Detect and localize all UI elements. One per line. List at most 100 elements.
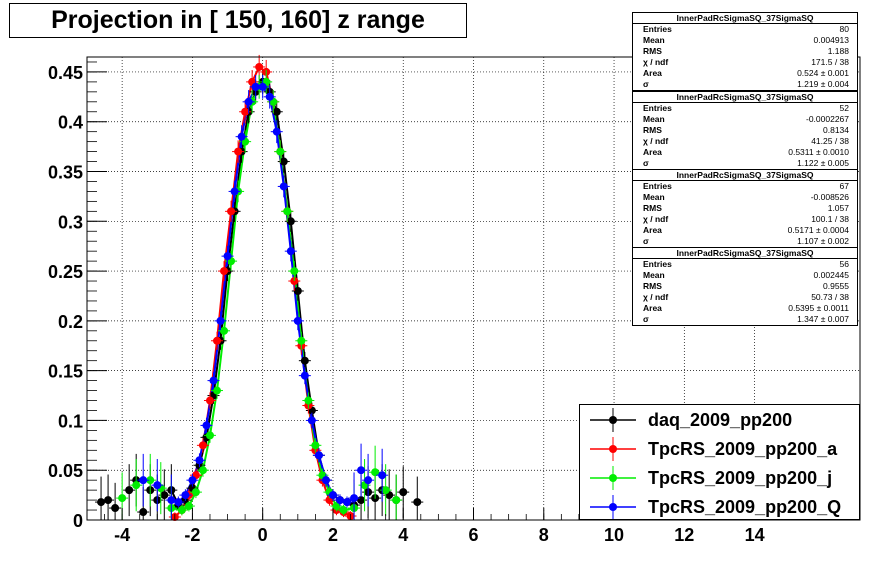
data-point (350, 494, 359, 503)
legend-label: TpcRS_2009_pp200_j (648, 468, 833, 488)
stats-key: σ (643, 158, 649, 168)
data-point (297, 336, 306, 345)
x-tick-label: -4 (114, 525, 130, 545)
stats-value: 1.122 ± 0.005 (797, 158, 849, 168)
data-point (104, 496, 113, 505)
stats-row: Entries 67 (633, 181, 857, 192)
stats-key: RMS (643, 125, 662, 135)
data-point (293, 316, 302, 325)
stats-value: 67 (839, 181, 849, 191)
data-point (184, 502, 193, 511)
data-point (265, 92, 274, 101)
stats-panel: InnerPadRcSigmaSQ_37SigmaSQ Entries 56 Mean… (632, 247, 858, 326)
data-point (223, 252, 232, 261)
stats-key: Entries (643, 259, 672, 269)
data-point (205, 431, 214, 440)
x-tick-label: 0 (258, 525, 268, 545)
x-tick-label: 8 (539, 525, 549, 545)
stats-row: Area 0.5395 ± 0.0011 (633, 303, 857, 314)
data-point (160, 491, 169, 500)
stats-row: Mean 0.002445 (633, 270, 857, 281)
data-point (181, 491, 190, 500)
legend-item: TpcRS_2009_pp200_a (580, 435, 859, 464)
stats-value: 0.002445 (813, 270, 849, 280)
data-point (378, 471, 387, 480)
y-tick-label: 0.45 (48, 63, 83, 83)
stats-panel-title: InnerPadRcSigmaSQ_37SigmaSQ (633, 170, 857, 181)
stats-key: χ / ndf (643, 57, 669, 67)
stats-value: 80 (839, 24, 849, 34)
stats-row: χ / ndf 100.1 / 38 (633, 214, 857, 225)
stats-row: Entries 56 (633, 259, 857, 270)
legend-item: TpcRS_2009_pp200_Q (580, 493, 859, 522)
stats-value: 1.057 (827, 203, 849, 213)
data-point (174, 498, 183, 507)
data-point (357, 466, 366, 475)
data-point (220, 267, 229, 276)
data-point (205, 396, 214, 405)
stats-row: σ 1.347 ± 0.007 (633, 314, 857, 325)
data-point (272, 107, 281, 116)
stats-panel-title: InnerPadRcSigmaSQ_37SigmaSQ (633, 13, 857, 24)
stats-value: 0.524 ± 0.001 (797, 68, 849, 78)
data-point (357, 496, 366, 505)
x-tick-label: 14 (745, 525, 765, 545)
chart-title-box: Projection in [ 150, 160] z range (9, 3, 467, 38)
data-point (300, 356, 309, 365)
x-tick-label: 12 (674, 525, 694, 545)
stats-value: 41.25 / 38 (811, 136, 849, 146)
data-point (290, 267, 299, 276)
data-point (118, 494, 127, 503)
stats-key: Entries (643, 24, 672, 34)
data-point (258, 82, 267, 91)
stats-row: χ / ndf 171.5 / 38 (633, 57, 857, 68)
data-point (191, 488, 200, 497)
data-point (167, 496, 176, 505)
data-point (213, 336, 222, 345)
data-point (335, 496, 344, 505)
stats-value: 1.107 ± 0.002 (797, 236, 849, 246)
x-axis: -4 -2 0 2 4 6 8 10 12 14 (86, 508, 861, 545)
data-point (220, 326, 229, 335)
data-point (230, 187, 239, 196)
stats-value: 1.219 ± 0.004 (797, 79, 849, 89)
data-point (234, 147, 243, 156)
stats-row: RMS 0.8134 (633, 125, 857, 136)
x-tick-label: 2 (328, 525, 338, 545)
data-point (276, 147, 285, 156)
data-point (343, 498, 352, 507)
data-point (314, 451, 323, 460)
stats-row: Entries 52 (633, 103, 857, 114)
data-point (399, 488, 408, 497)
stats-key: χ / ndf (643, 292, 669, 302)
stats-key: RMS (643, 46, 662, 56)
data-point (202, 421, 211, 430)
stats-value: 171.5 / 38 (811, 57, 849, 67)
data-point (339, 506, 348, 515)
legend-label: TpcRS_2009_pp200_Q (648, 497, 842, 517)
x-tick-label: -2 (184, 525, 200, 545)
data-point (177, 506, 186, 515)
data-point (300, 371, 309, 380)
stats-panel: InnerPadRcSigmaSQ_37SigmaSQ Entries 80 Mean… (632, 12, 858, 91)
y-tick-label: 0.35 (48, 163, 83, 183)
data-point (153, 481, 162, 490)
stats-value: 0.004913 (813, 35, 849, 45)
stats-row: Area 0.5171 ± 0.0004 (633, 225, 857, 236)
data-point (227, 207, 236, 216)
stats-key: Mean (643, 35, 665, 45)
legend: daq_2009_pp200 TpcRS_2009_pp200_a TpcRS_… (579, 404, 860, 520)
data-point (328, 491, 337, 500)
data-point (251, 82, 260, 91)
data-point (188, 476, 197, 485)
data-point (283, 207, 292, 216)
stats-row: σ 1.107 ± 0.002 (633, 236, 857, 247)
y-tick-label: 0.1 (58, 411, 83, 431)
data-point (286, 247, 295, 256)
stats-value: -0.008526 (810, 192, 849, 202)
stats-key: σ (643, 236, 649, 246)
stats-key: Mean (643, 270, 665, 280)
data-point (198, 441, 207, 450)
stats-value: -0.0002267 (805, 114, 849, 124)
